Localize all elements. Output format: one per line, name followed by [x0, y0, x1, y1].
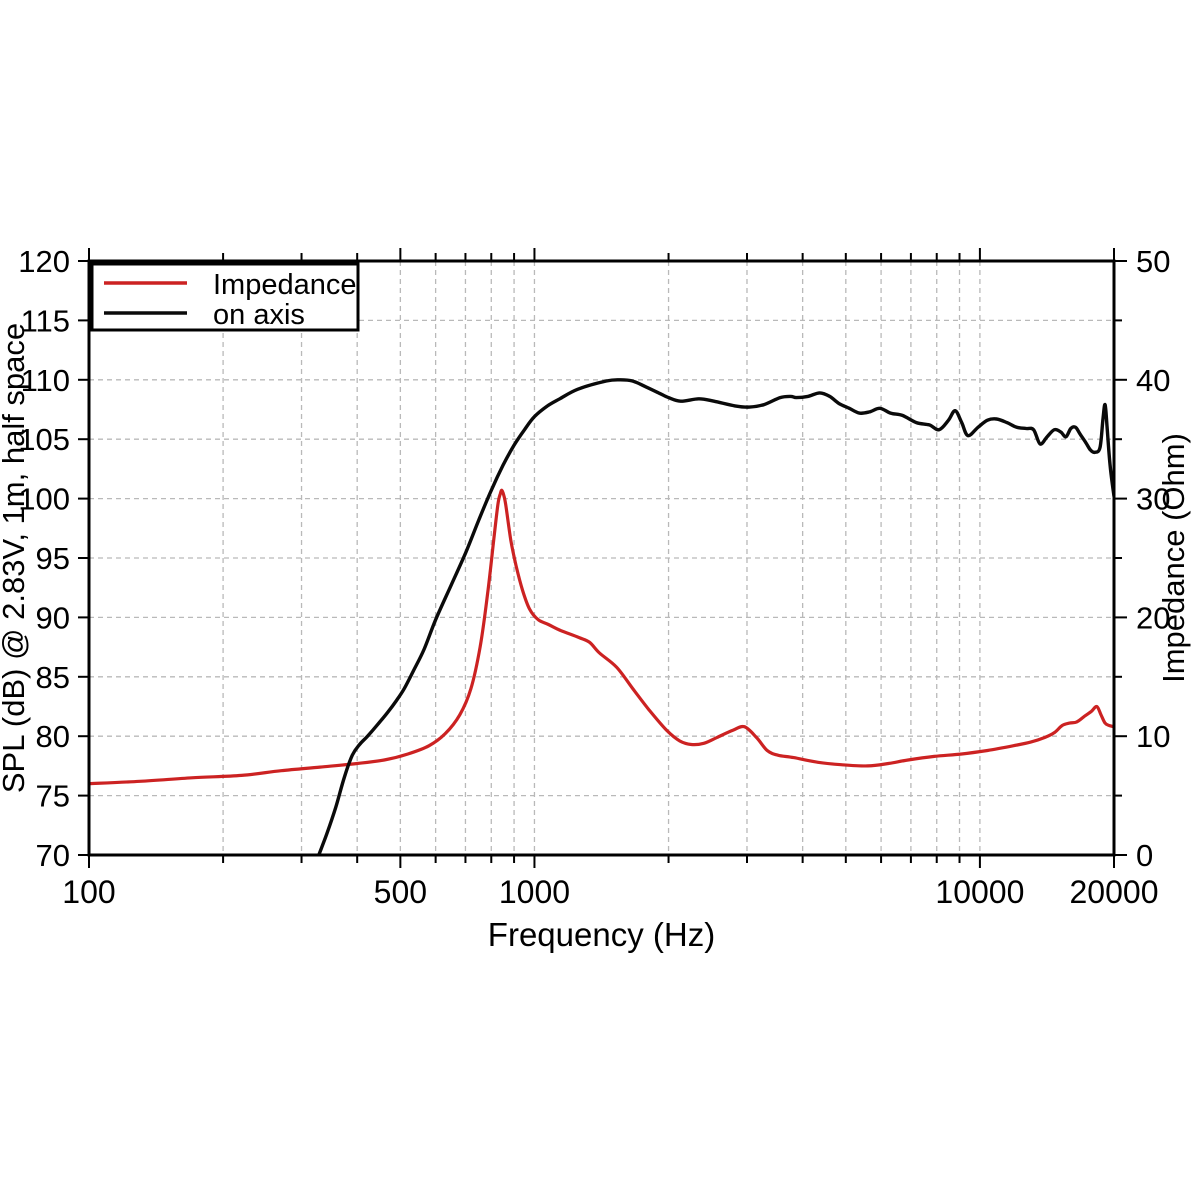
legend-box: [90, 262, 360, 332]
y-right-tick-label: 20: [1136, 600, 1170, 635]
x-tick-label: 500: [374, 874, 427, 910]
legend-label: Impedance: [213, 269, 357, 301]
y-left-tick-label: 120: [18, 244, 70, 279]
y-left-axis-title: SPL (dB) @ 2.83V, 1m, half space: [0, 323, 31, 793]
x-tick-label: 20000: [1070, 874, 1159, 910]
y-left-tick-label: 110: [21, 363, 70, 398]
y-right-tick-label: 10: [1136, 719, 1170, 754]
x-axis-title: Frequency (Hz): [488, 916, 715, 953]
x-tick-label: 10000: [935, 874, 1024, 910]
y-left-tick-label: 80: [36, 719, 70, 754]
y-left-tick-label: 115: [21, 303, 70, 338]
y-left-tick-label: 100: [18, 482, 70, 517]
y-right-tick-label: 50: [1136, 244, 1170, 279]
legend-label: on axis: [213, 299, 305, 331]
axis-ticks: [78, 248, 1127, 868]
gridlines: [89, 261, 1114, 855]
y-right-tick-label: 30: [1136, 482, 1170, 517]
y-right-tick-label: 0: [1136, 838, 1153, 873]
y-left-tick-label: 75: [36, 779, 70, 814]
y-left-tick-label: 95: [36, 541, 70, 576]
on-axis-curve: [317, 378, 1114, 855]
series-curves: [89, 378, 1114, 855]
x-tick-label: 100: [62, 874, 115, 910]
y-left-tick-label: 105: [18, 422, 70, 457]
y-left-tick-label: 85: [36, 660, 70, 695]
y-right-tick-label: 40: [1136, 363, 1170, 398]
y-left-tick-label: 90: [36, 600, 70, 635]
x-tick-label: 1000: [499, 874, 570, 910]
impedance-curve: [89, 488, 1114, 786]
axis-tick-labels: 100 500 1000 10000 2000070758085909510010511…: [18, 244, 1170, 910]
y-right-axis-title: Impedance (Ohm): [1156, 433, 1191, 683]
y-left-tick-label: 70: [36, 838, 70, 873]
